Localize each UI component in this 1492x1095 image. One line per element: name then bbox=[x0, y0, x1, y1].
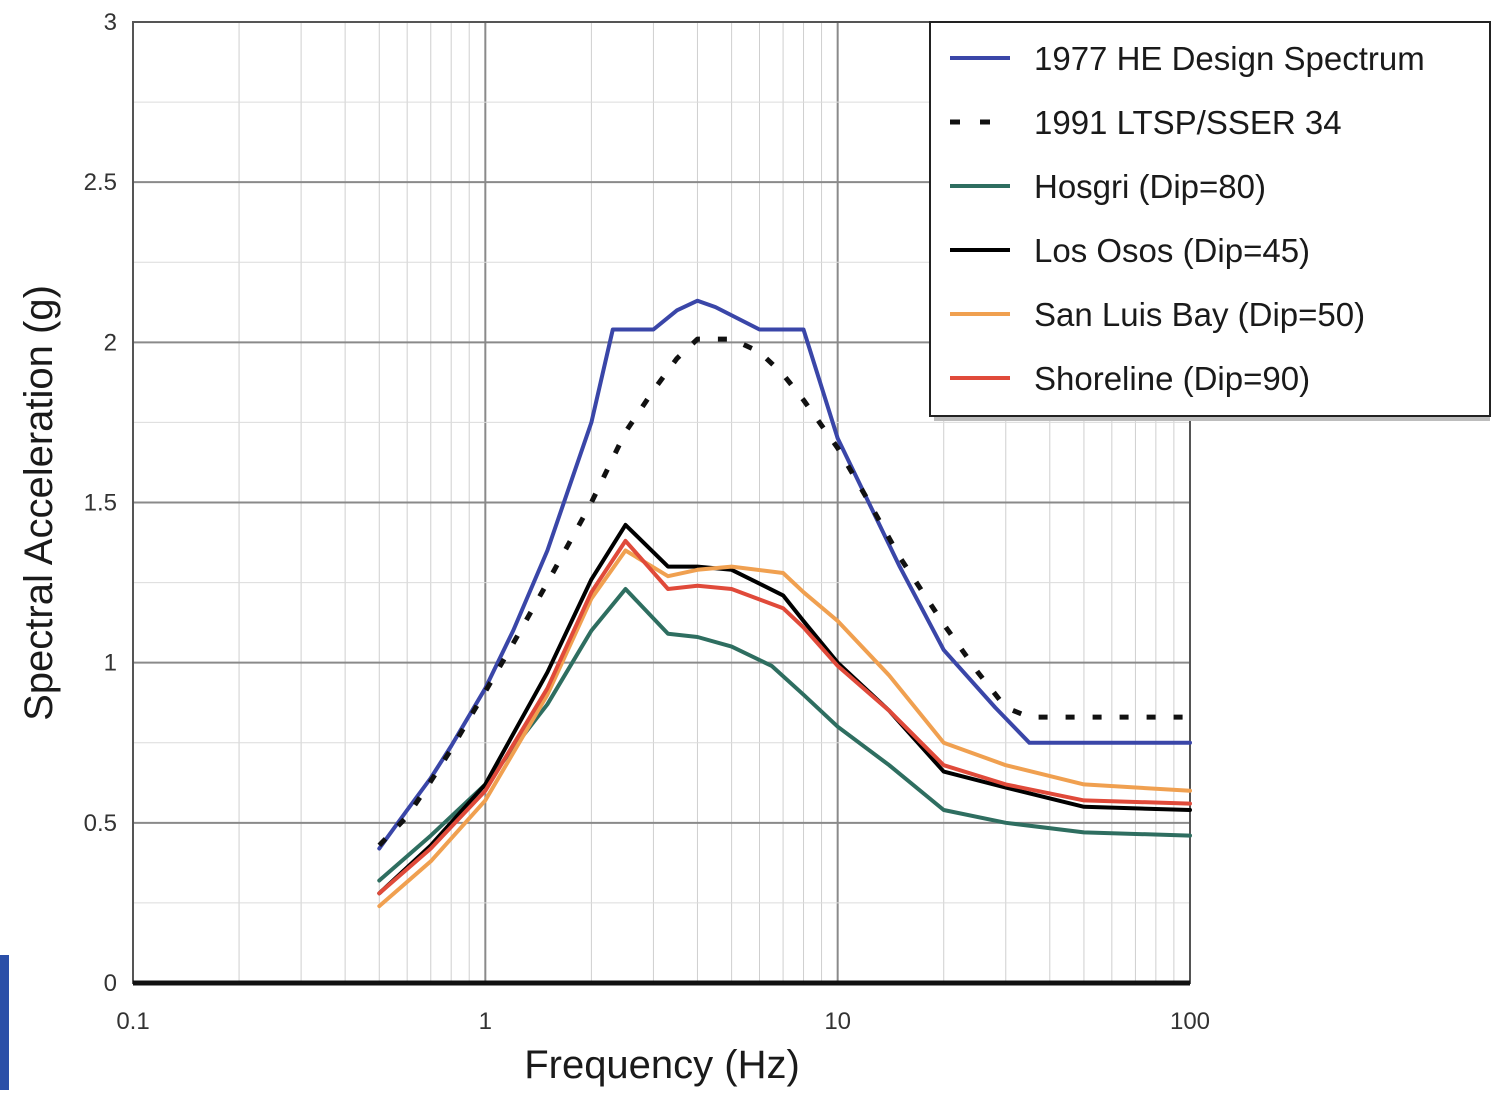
legend-label: San Luis Bay (Dip=50) bbox=[1034, 296, 1365, 333]
series-line bbox=[377, 548, 1192, 909]
y-tick-label: 0 bbox=[104, 970, 117, 997]
y-tick-label: 2 bbox=[104, 329, 117, 356]
x-tick-label: 100 bbox=[1170, 1008, 1210, 1035]
legend: 1977 HE Design Spectrum 1991 LTSP/SSER 34… bbox=[929, 21, 1491, 421]
left-edge-tab bbox=[0, 955, 9, 1090]
y-tick-label: 1 bbox=[104, 650, 117, 677]
y-tick-label: 0.5 bbox=[84, 810, 117, 837]
y-tick-label: 3 bbox=[104, 9, 117, 36]
x-tick-label: 0.1 bbox=[116, 1008, 149, 1035]
tick-labels: 0.1 1 10 100 0 0.5 1 1.5 2 2.5 3 bbox=[84, 9, 1210, 1035]
x-tick-label: 10 bbox=[824, 1008, 851, 1035]
legend-label: Shoreline (Dip=90) bbox=[1034, 360, 1310, 397]
legend-label: Hosgri (Dip=80) bbox=[1034, 168, 1266, 205]
series-line bbox=[377, 522, 1192, 896]
series-line bbox=[377, 298, 1192, 851]
y-axis-title: Spectral Acceleration (g) bbox=[17, 285, 61, 721]
legend-label: 1991 LTSP/SSER 34 bbox=[1034, 104, 1342, 141]
series-line bbox=[377, 538, 1192, 896]
series-lines bbox=[377, 298, 1192, 909]
x-axis-title: Frequency (Hz) bbox=[524, 1043, 800, 1087]
y-tick-label: 1.5 bbox=[84, 490, 117, 517]
legend-label: Los Osos (Dip=45) bbox=[1034, 232, 1310, 269]
legend-label: 1977 HE Design Spectrum bbox=[1034, 40, 1425, 77]
series-line bbox=[377, 336, 1190, 848]
x-tick-label: 1 bbox=[479, 1008, 492, 1035]
legend-box bbox=[929, 21, 1491, 417]
y-tick-label: 2.5 bbox=[84, 169, 117, 196]
